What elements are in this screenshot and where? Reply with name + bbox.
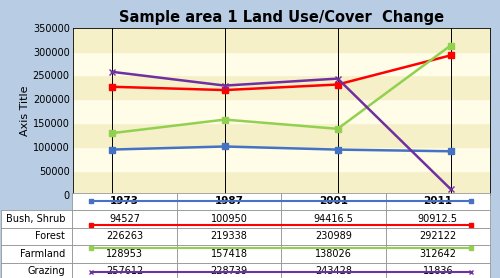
Bar [72,52,490,75]
Title: Sample area 1 Land Use/Cover  Change: Sample area 1 Land Use/Cover Change [118,10,444,25]
Y-axis label: Axis Title: Axis Title [20,86,30,136]
Bar [72,147,490,171]
Bar [72,123,490,147]
Bar [72,171,490,195]
Bar [72,75,490,99]
Bar [72,28,490,52]
Bar [72,99,490,123]
